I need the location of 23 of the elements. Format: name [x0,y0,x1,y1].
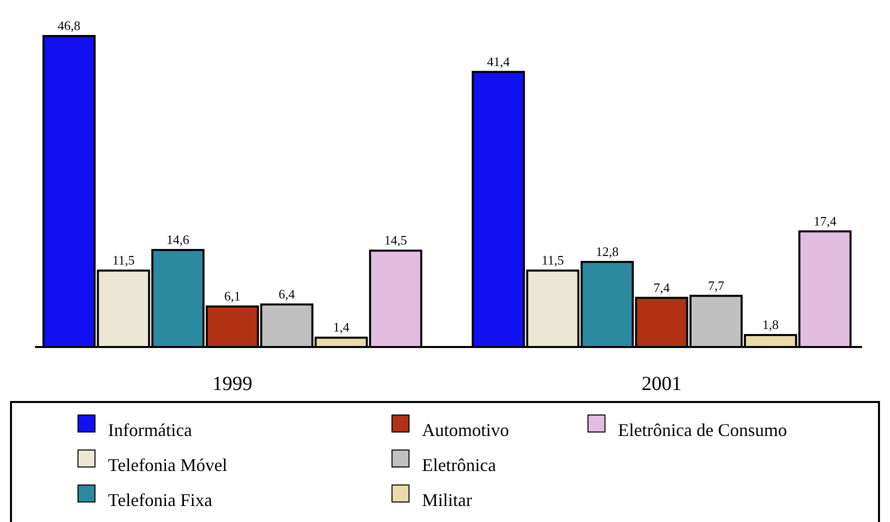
legend-label: Informática [108,420,192,440]
data-label: 7,7 [708,278,725,293]
x-tick-label: 2001 [642,373,682,395]
legend-label: Telefonia Móvel [108,455,228,475]
data-label: 12,8 [596,244,619,259]
legend-label: Eletrônica [422,455,496,475]
data-label: 46,8 [58,18,80,33]
data-label: 11,5 [112,252,135,268]
data-label: 17,4 [814,213,837,228]
x-tick-label: 1999 [212,373,252,395]
data-label: 1,4 [333,320,350,335]
legend-label: Automotivo [422,420,510,440]
data-label: 14,6 [166,232,190,247]
data-label: 14,5 [384,232,408,248]
data-label: 1,8 [762,317,779,332]
data-label: 6,1 [224,288,240,304]
legend-label: Eletrônica de Consumo [618,420,787,440]
data-label: 6,4 [278,286,296,302]
data-label: 7,4 [654,280,670,295]
legend-label: Telefonia Fixa [108,490,212,510]
data-label: 41,4 [486,54,510,69]
legend-label: Militar [422,490,472,510]
data-label: 11,5 [542,252,564,268]
